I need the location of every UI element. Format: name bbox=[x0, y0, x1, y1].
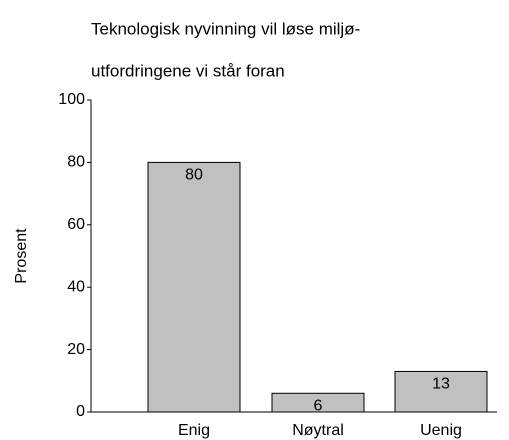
data-label: 80 bbox=[185, 167, 203, 184]
y-tick-label: 60 bbox=[67, 216, 85, 233]
bar bbox=[271, 392, 365, 413]
bar bbox=[147, 161, 241, 413]
data-label: 6 bbox=[314, 397, 323, 414]
x-tick-label: Nøytral bbox=[292, 422, 344, 439]
data-label: 13 bbox=[432, 376, 450, 393]
x-tick-label: Uenig bbox=[420, 422, 462, 439]
y-tick-label: 20 bbox=[67, 341, 85, 358]
y-tick-label: 80 bbox=[67, 154, 85, 171]
chart-title: utfordringene vi står foran bbox=[91, 61, 285, 80]
y-tick-label: 0 bbox=[76, 403, 85, 420]
bar bbox=[394, 370, 488, 413]
y-axis-label: Prosent bbox=[13, 228, 30, 284]
y-tick-label: 40 bbox=[67, 278, 85, 295]
chart-title: Teknologisk nyvinning vil løse miljø- bbox=[91, 19, 360, 38]
y-tick-label: 100 bbox=[58, 91, 85, 108]
x-tick-label: Enig bbox=[178, 422, 210, 439]
